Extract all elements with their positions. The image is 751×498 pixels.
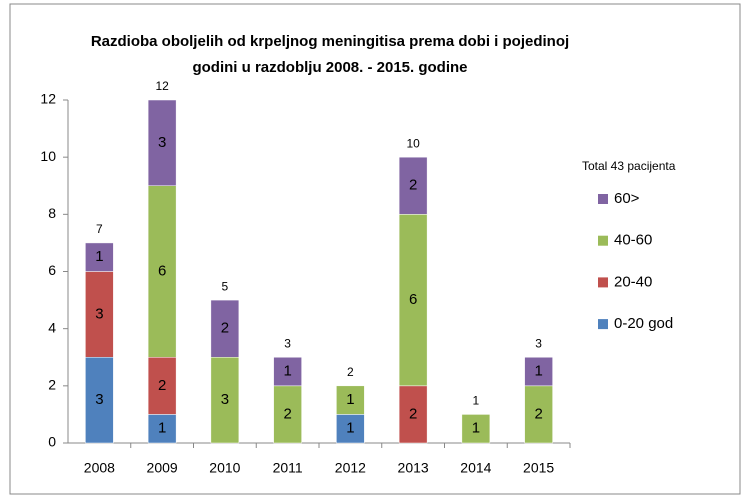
data-label: 3 <box>95 391 103 408</box>
bar-segment <box>398 214 428 387</box>
bar-segment <box>398 385 428 444</box>
total-label: 3 <box>284 336 291 350</box>
bar-segment <box>210 357 240 444</box>
chart-title: Razdioba oboljelih od krpeljnog meningit… <box>91 33 569 50</box>
bar-segment <box>524 357 553 387</box>
x-tick-label: 2011 <box>273 460 303 476</box>
total-label: 1 <box>473 394 480 408</box>
legend-label: 0-20 god <box>614 315 673 332</box>
total-label: 5 <box>222 279 229 293</box>
data-label: 1 <box>346 420 354 437</box>
bar-segment <box>273 357 302 387</box>
bar-segment <box>147 99 177 186</box>
data-label: 1 <box>158 420 166 437</box>
legend-swatch <box>598 277 608 288</box>
bar-segment <box>336 414 365 444</box>
bar-segment <box>461 414 491 444</box>
data-label: 2 <box>409 177 417 194</box>
bar-segment <box>85 242 114 272</box>
annotation: Total 43 pacijenta <box>582 159 676 173</box>
total-label: 12 <box>155 79 169 93</box>
legend-swatch <box>598 235 608 246</box>
data-label: 1 <box>472 420 480 437</box>
x-tick-label: 2012 <box>335 460 366 476</box>
bar-segment <box>524 385 553 444</box>
data-label: 1 <box>95 248 103 265</box>
bar-segment <box>147 357 177 415</box>
x-tick-label: 2014 <box>460 460 491 476</box>
legend-label: 20-40 <box>614 273 652 290</box>
data-label: 3 <box>95 305 103 322</box>
data-label: 2 <box>221 320 229 337</box>
y-tick-label: 4 <box>48 319 56 335</box>
x-tick-label: 2010 <box>209 460 240 476</box>
total-label: 7 <box>96 222 103 236</box>
data-label: 1 <box>534 363 542 380</box>
data-label: 2 <box>283 405 291 422</box>
bar-segment <box>85 271 114 358</box>
bar-segment <box>398 156 428 215</box>
legend-swatch <box>598 319 608 330</box>
data-label: 2 <box>409 405 417 422</box>
data-label: 3 <box>221 391 229 408</box>
data-label: 3 <box>158 134 166 151</box>
total-label: 10 <box>406 136 420 150</box>
bar-segment <box>210 299 240 358</box>
x-tick-label: 2009 <box>147 460 178 476</box>
data-label: 1 <box>283 363 291 380</box>
chart-title: godini u razdoblju 2008. - 2015. godine <box>192 59 467 76</box>
legend-label: 40-60 <box>614 232 652 249</box>
bar-segment <box>273 385 302 444</box>
data-label: 1 <box>346 391 354 408</box>
data-label: 2 <box>158 377 166 394</box>
data-label: 6 <box>409 291 417 308</box>
frame <box>9 3 741 495</box>
total-label: 2 <box>347 365 354 379</box>
total-label: 3 <box>535 336 542 350</box>
x-tick-label: 2013 <box>398 460 429 476</box>
bar-segment <box>336 385 365 415</box>
y-tick-label: 10 <box>40 148 56 164</box>
legend-label: 60> <box>614 190 640 207</box>
y-tick-label: 12 <box>40 91 56 107</box>
legend-swatch <box>598 194 608 204</box>
data-label: 2 <box>534 405 542 422</box>
data-label: 6 <box>158 262 166 279</box>
x-tick-label: 2015 <box>523 460 554 476</box>
y-tick-label: 6 <box>48 262 56 278</box>
x-tick-label: 2008 <box>84 460 115 476</box>
y-tick-label: 0 <box>48 434 56 450</box>
y-tick-label: 8 <box>48 205 56 221</box>
y-tick-label: 2 <box>48 377 56 393</box>
bar-segment <box>147 414 177 444</box>
